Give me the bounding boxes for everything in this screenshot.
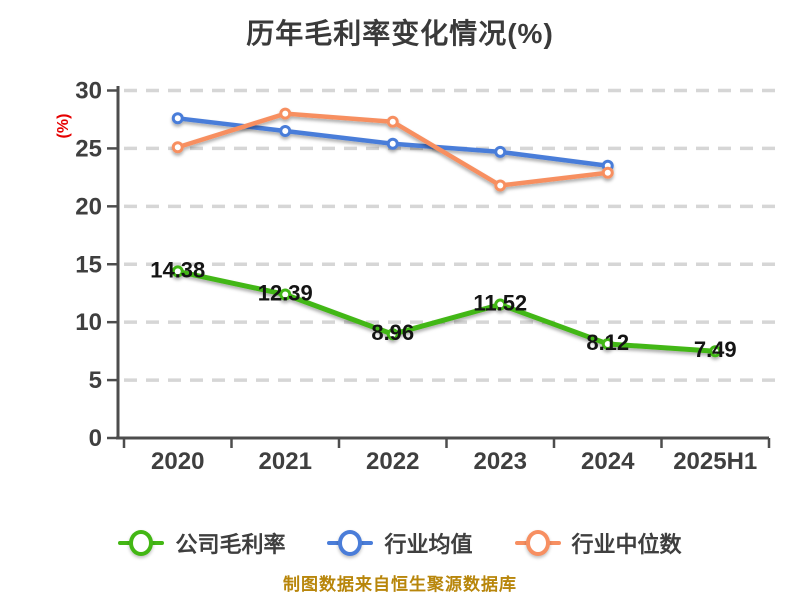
y-tick-label: 5 (89, 367, 102, 394)
data-point-marker (601, 166, 614, 179)
data-point-marker (494, 298, 507, 311)
y-tick-label: 25 (75, 135, 102, 162)
data-source-note: 制图数据来自恒生聚源数据库 (283, 575, 517, 594)
x-tick-label: 2024 (581, 448, 635, 475)
data-point-marker (171, 112, 184, 125)
data-point-marker (494, 145, 507, 158)
y-tick-label: 20 (75, 193, 102, 220)
data-point-marker (386, 115, 399, 128)
legend: 公司毛利率 行业均值 行业中位数 (0, 527, 800, 559)
legend-label: 行业中位数 (571, 532, 682, 557)
series-0 (171, 265, 722, 358)
x-tick-label: 2023 (474, 448, 527, 475)
y-tick-label: 10 (75, 309, 102, 336)
data-point-marker (279, 125, 292, 138)
data-point-marker (171, 141, 184, 154)
x-tick-label: 2022 (366, 448, 419, 475)
data-point-marker (279, 288, 292, 301)
data-point-marker (386, 137, 399, 150)
data-point-marker (171, 265, 184, 278)
legend-item-industry-median[interactable]: 行业中位数 (514, 527, 682, 559)
legend-item-industry-average[interactable]: 行业均值 (327, 527, 473, 559)
data-point-marker (709, 345, 722, 358)
x-tick-label: 2020 (151, 448, 204, 475)
legend-line-dot-icon (514, 530, 561, 556)
x-tick-label: 2021 (259, 448, 312, 475)
y-tick-label: 30 (75, 78, 102, 105)
data-point-marker (601, 337, 614, 350)
data-point-label: 7.49 (694, 337, 737, 362)
y-tick-label: 0 (89, 425, 102, 452)
legend-label: 公司毛利率 (175, 532, 286, 557)
data-point-label: 8.12 (586, 330, 629, 355)
data-point-label: 12.39 (258, 280, 313, 305)
chart-title: 历年毛利率变化情况(%) (246, 18, 554, 49)
data-point-label: 8.96 (371, 320, 414, 345)
series-2 (171, 107, 614, 192)
data-point-label: 14.38 (150, 257, 205, 282)
data-point-marker (386, 328, 399, 341)
data-point-marker (494, 179, 507, 192)
legend-line-dot-icon (327, 530, 374, 556)
data-point-label: 11.52 (473, 291, 527, 316)
x-tick-label: 2025H1 (673, 448, 757, 475)
legend-item-company-gross-margin[interactable]: 公司毛利率 (118, 527, 285, 559)
legend-label: 行业均值 (384, 532, 473, 557)
y-tick-label: 15 (75, 251, 102, 278)
legend-line-dot-icon (118, 530, 165, 556)
series-line (175, 268, 718, 354)
data-point-marker (279, 107, 292, 120)
